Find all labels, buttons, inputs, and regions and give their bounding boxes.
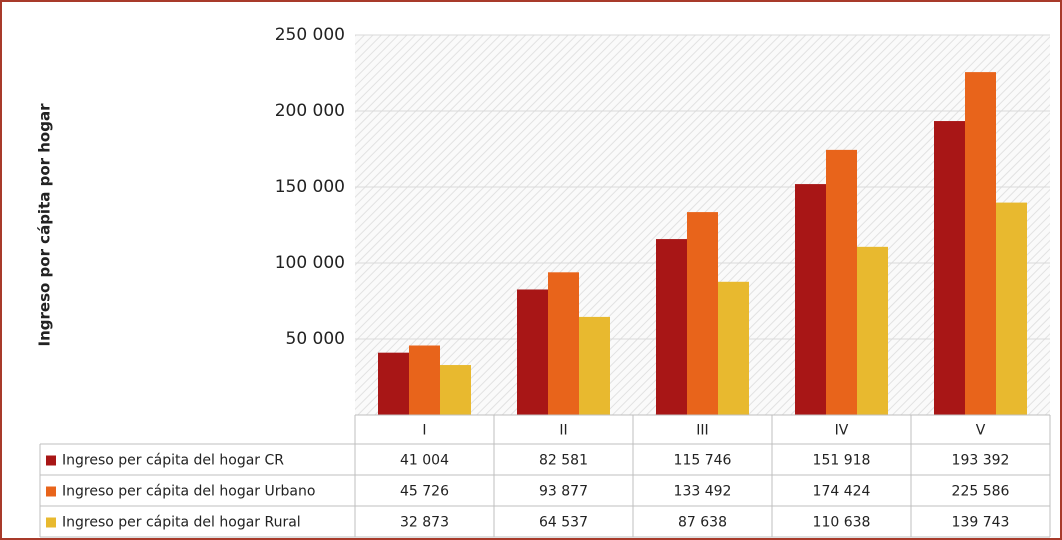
data-label: 115 746 [674,453,732,469]
legend-label: Ingreso per cápita del hogar Urbano [62,484,315,500]
x-tick-label: I [422,423,426,439]
bar [857,246,888,415]
y-axis-title: Ingreso por cápita por hogar [36,103,54,347]
legend-swatch [46,455,56,466]
y-tick-label: 50 000 [286,329,345,349]
bar [996,202,1027,415]
legend-swatch [46,486,56,497]
data-label: 139 743 [952,515,1010,531]
legend-label: Ingreso per cápita del hogar CR [62,453,284,469]
bar [687,212,718,415]
data-label: 64 537 [539,515,588,531]
bar [409,345,440,415]
x-tick-label: V [976,423,986,439]
bar [378,352,409,415]
bar [548,272,579,415]
legend-swatch [46,517,56,528]
bar [826,149,857,415]
y-tick-label: 200 000 [275,101,345,121]
bar [656,239,687,415]
data-label: 193 392 [952,453,1010,469]
data-label: 110 638 [813,515,871,531]
bar [934,121,965,415]
bar [965,72,996,415]
bar [579,316,610,415]
y-tick-label: 150 000 [275,177,345,197]
bar [718,281,749,415]
data-label: 225 586 [952,484,1010,500]
x-tick-label: IV [835,423,849,439]
data-label: 93 877 [539,484,588,500]
x-tick-label: III [696,423,708,439]
data-label: 45 726 [400,484,449,500]
bar [440,365,471,415]
bar [517,289,548,415]
bar [795,184,826,415]
y-tick-label: 250 000 [275,25,345,45]
legend-label: Ingreso per cápita del hogar Rural [62,515,301,531]
data-label: 82 581 [539,453,588,469]
data-label: 151 918 [813,453,871,469]
data-label: 87 638 [678,515,727,531]
data-label: 133 492 [674,484,732,500]
data-label: 174 424 [813,484,871,500]
data-label: 32 873 [400,515,449,531]
x-tick-label: II [559,423,567,439]
y-tick-label: 100 000 [275,253,345,273]
data-label: 41 004 [400,453,449,469]
